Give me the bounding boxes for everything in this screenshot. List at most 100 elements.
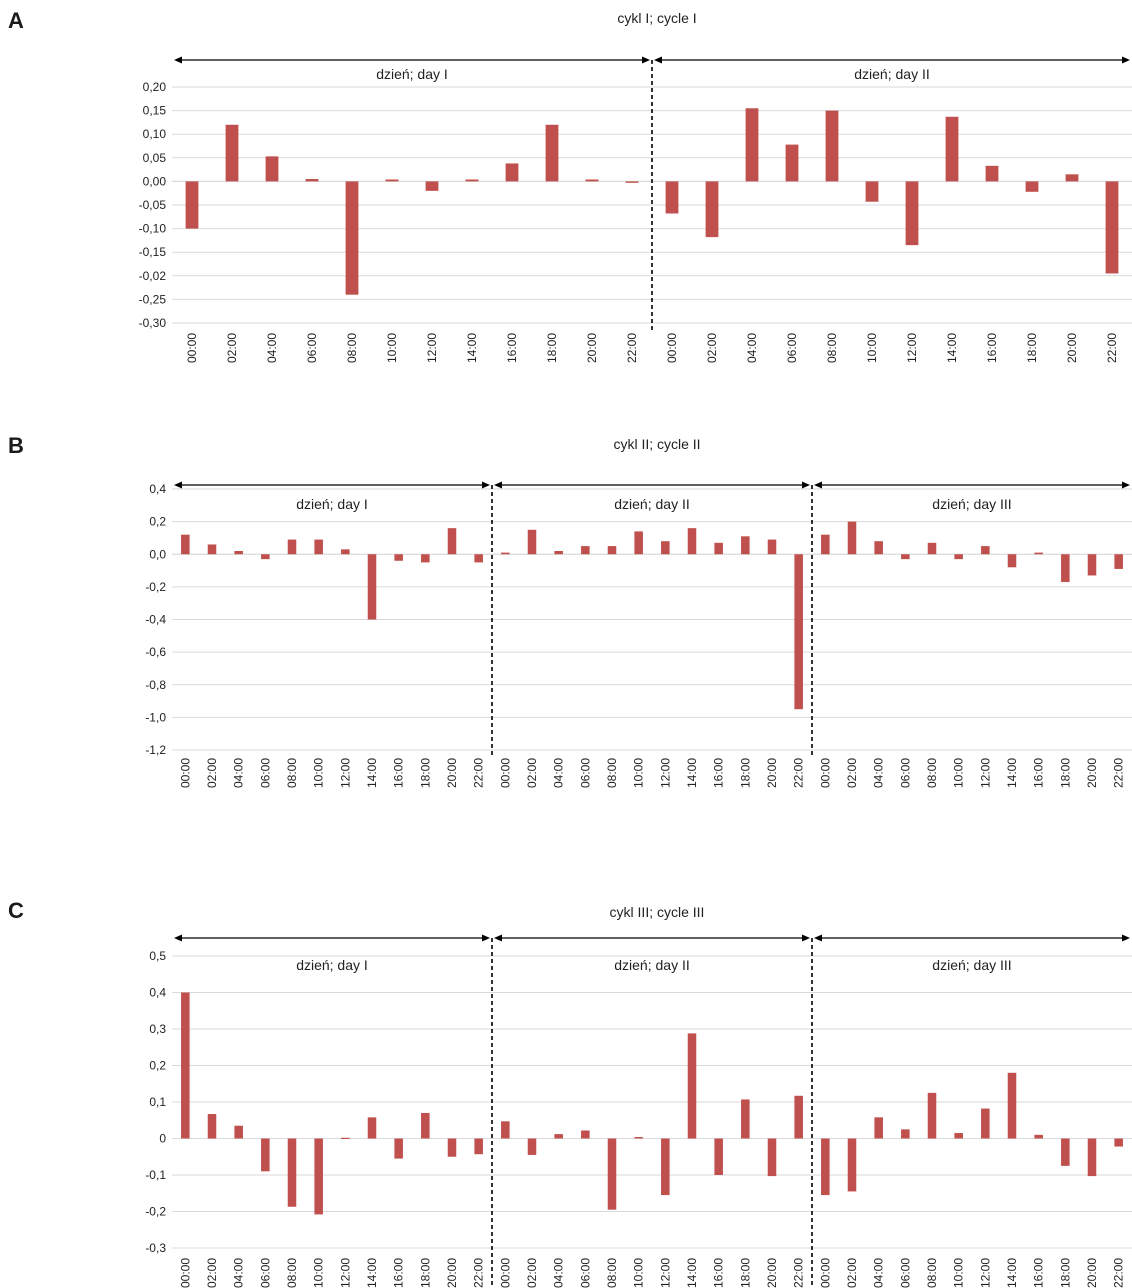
panel-letter-b: B — [8, 433, 24, 458]
x-tick-label: 08:00 — [345, 333, 359, 363]
panel-letter-c: C — [8, 898, 24, 923]
x-tick-label: 16:00 — [392, 1258, 406, 1288]
chart-panel-a: A cykl I; cycle I 0,20 0,15 0,10 0,05 0,00 -0,… — [0, 0, 1132, 400]
bar — [785, 144, 799, 182]
bar — [385, 179, 399, 182]
x-tick-label: 14:00 — [945, 333, 959, 363]
x-tick-label: 12:00 — [338, 1258, 352, 1288]
y-tick-label: -1,0 — [145, 710, 166, 724]
bar — [661, 541, 670, 555]
x-tick-label: 08:00 — [925, 758, 939, 788]
bar — [981, 1108, 990, 1139]
bar — [985, 165, 999, 182]
bar — [1061, 554, 1070, 582]
bar — [927, 1092, 937, 1139]
x-tick-label: 00:00 — [818, 758, 832, 788]
bar — [305, 179, 319, 182]
bar — [705, 181, 719, 238]
bar — [945, 116, 959, 182]
chart-panel-b: B cykl II; cycle II 0,4 0,2 0,0 -0,2 -0,4 -0,6… — [0, 425, 1132, 855]
y-tick-label: 0,5 — [149, 949, 166, 963]
chart-title: cykl III; cycle III — [610, 904, 705, 920]
x-tick-label: 00:00 — [498, 758, 512, 788]
x-tick-label: 08:00 — [605, 1258, 619, 1288]
bar — [794, 554, 803, 710]
x-tick-label: 14:00 — [365, 1258, 379, 1288]
x-tick-label: 06:00 — [578, 758, 592, 788]
bar — [1105, 181, 1119, 274]
bar — [474, 554, 483, 563]
bar — [1034, 552, 1043, 555]
bar — [501, 552, 510, 555]
y-tick-label: 0,2 — [149, 1059, 166, 1073]
bar — [847, 1138, 857, 1192]
bar — [1007, 1072, 1017, 1139]
arrowhead-right — [1122, 481, 1130, 489]
bar — [687, 1033, 697, 1139]
day-label: dzień; day III — [932, 496, 1011, 512]
x-tick-label: 00:00 — [665, 333, 679, 363]
bar — [981, 546, 990, 555]
bar — [181, 534, 190, 555]
arrowhead-right — [482, 481, 490, 489]
x-tick-label: 02:00 — [845, 1258, 859, 1288]
bar — [1007, 554, 1017, 568]
x-tick-label: 04:00 — [872, 758, 886, 788]
x-tick-label: 06:00 — [898, 1258, 912, 1288]
x-tick-label: 10:00 — [865, 333, 879, 363]
x-tick-label: 14:00 — [365, 758, 379, 788]
x-tick-label: 06:00 — [305, 333, 319, 363]
bar — [741, 536, 750, 555]
bar — [394, 554, 403, 561]
y-tick-label: -0,2 — [145, 1205, 166, 1219]
arrowhead-right — [1122, 934, 1130, 942]
x-tick-label: 06:00 — [785, 333, 799, 363]
bar — [287, 539, 297, 555]
day-label: dzień; day I — [296, 496, 368, 512]
bar — [1087, 554, 1097, 576]
bar — [901, 1129, 910, 1139]
arrowhead-right — [802, 934, 810, 942]
x-tick-label: 10:00 — [312, 758, 326, 788]
bar — [261, 1138, 270, 1172]
x-tick-label: 02:00 — [205, 758, 219, 788]
bar — [901, 554, 910, 560]
x-tick-label: 08:00 — [825, 333, 839, 363]
panel-letter-a: A — [8, 8, 24, 33]
x-tick-label: 18:00 — [418, 758, 432, 788]
x-tick-label: 12:00 — [905, 333, 919, 363]
y-tick-label: -0,15 — [139, 245, 167, 259]
bar — [865, 181, 879, 202]
bar — [954, 554, 963, 560]
x-tick-label: 22:00 — [1112, 1258, 1126, 1288]
y-tick-label: 0 — [159, 1132, 166, 1146]
x-tick-label: 00:00 — [178, 758, 192, 788]
day-label: dzień; day I — [376, 66, 448, 82]
x-tick-label: 02:00 — [525, 758, 539, 788]
x-tick-label: 02:00 — [225, 333, 239, 363]
x-tick-label: 10:00 — [312, 1258, 326, 1288]
x-tick-label: 10:00 — [632, 758, 646, 788]
bar — [905, 181, 919, 246]
x-tick-label: 08:00 — [285, 1258, 299, 1288]
bar — [767, 1138, 777, 1177]
chart-title: cykl I; cycle I — [617, 10, 696, 26]
arrowhead-right — [642, 56, 650, 64]
bar — [185, 181, 199, 229]
bar — [345, 181, 359, 295]
y-tick-label: 0,2 — [149, 515, 166, 529]
x-tick-label: 04:00 — [552, 1258, 566, 1288]
x-tick-label: 16:00 — [1032, 758, 1046, 788]
x-tick-label: 04:00 — [265, 333, 279, 363]
y-tick-label: -0,25 — [139, 292, 167, 306]
bar — [634, 531, 643, 555]
bar — [447, 528, 457, 555]
y-tick-label: 0,4 — [149, 986, 166, 1000]
y-tick-label: 0,4 — [149, 482, 166, 496]
x-tick-label: 20:00 — [585, 333, 599, 363]
x-tick-label: 18:00 — [738, 1258, 752, 1288]
bar — [527, 529, 537, 555]
arrowhead-left — [814, 934, 822, 942]
x-tick-label: 00:00 — [498, 1258, 512, 1288]
x-tick-label: 04:00 — [232, 758, 246, 788]
